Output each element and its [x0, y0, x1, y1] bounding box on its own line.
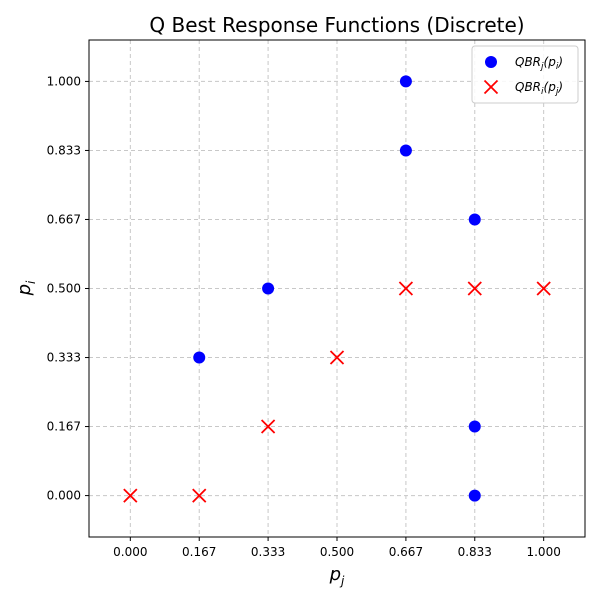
x-axis-label-sub: j [339, 574, 345, 588]
point-qbrj [193, 351, 206, 364]
y-tick-label: 0.000 [47, 489, 81, 503]
x-tick-label: 0.667 [389, 545, 423, 559]
x-tick-label: 1.000 [526, 545, 560, 559]
point-qbrj [399, 144, 412, 157]
chart-title: Q Best Response Functions (Discrete) [149, 13, 524, 37]
legend-marker-x [483, 79, 499, 95]
legend-box [471, 45, 579, 104]
x-tick-label: 0.167 [182, 545, 216, 559]
point-qbrj [468, 213, 481, 226]
point-qbri [536, 281, 551, 296]
y-axis-label: pi [14, 280, 38, 296]
axis-ticks: 0.000 0.167 0.333 0.500 0.667 0.833 1.000 0.000… [47, 74, 561, 559]
x-axis-label-base: p [329, 564, 341, 585]
point-qbrj [468, 420, 481, 433]
point-qbrj [399, 75, 412, 88]
point-qbrj [468, 489, 481, 502]
y-tick-label: 0.333 [47, 351, 81, 365]
point-qbri [192, 488, 207, 503]
legend: QBRj(pi) QBRi(pj) [471, 45, 579, 104]
y-tick-label: 0.667 [47, 212, 81, 226]
x-tick-label: 0.333 [251, 545, 285, 559]
y-axis-label-base: p [14, 284, 35, 296]
point-qbri [467, 281, 482, 296]
x-tick-label: 0.833 [458, 545, 492, 559]
y-axis-label-sub: i [24, 280, 38, 284]
y-tick-label: 1.000 [47, 74, 81, 88]
y-tick-label: 0.833 [47, 143, 81, 157]
y-tick-label: 0.500 [47, 282, 81, 296]
x-tick-label: 0.500 [320, 545, 354, 559]
y-tick-label: 0.167 [47, 420, 81, 434]
point-qbri [123, 488, 138, 503]
legend-label-qbri: QBRi(pj) [515, 80, 563, 97]
legend-marker-circle [485, 56, 497, 68]
legend-x-glyph [483, 79, 499, 95]
point-qbrj [262, 282, 275, 295]
data-points [123, 75, 551, 503]
grid-lines [89, 40, 585, 537]
x-tick-label: 0.000 [113, 545, 147, 559]
x-axis-label: pj [329, 564, 345, 588]
legend-label-qbrj: QBRj(pi) [515, 55, 563, 72]
point-qbri [260, 419, 276, 434]
point-qbri [329, 350, 345, 365]
point-qbri [398, 281, 414, 296]
